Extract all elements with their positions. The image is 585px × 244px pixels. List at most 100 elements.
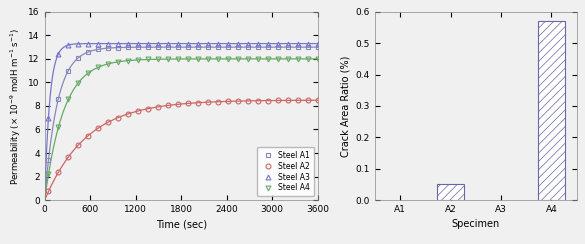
Steel A1 bbox=[224, 46, 231, 49]
Steel A4 bbox=[254, 57, 261, 60]
Steel A3 bbox=[254, 42, 261, 45]
Steel A4 bbox=[95, 66, 102, 69]
Steel A3 bbox=[184, 42, 191, 45]
Steel A2 bbox=[75, 143, 82, 146]
Steel A4 bbox=[194, 58, 201, 61]
Steel A1 bbox=[214, 46, 221, 49]
Steel A4 bbox=[204, 57, 211, 60]
Y-axis label: Crack Area Ratio (%): Crack Area Ratio (%) bbox=[340, 55, 350, 157]
Steel A2 bbox=[245, 99, 252, 102]
Steel A2 bbox=[235, 100, 242, 102]
Steel A4 bbox=[75, 81, 82, 84]
Steel A3 bbox=[65, 44, 72, 47]
Steel A4 bbox=[245, 57, 252, 60]
Steel A4 bbox=[65, 98, 72, 101]
Steel A2 bbox=[214, 100, 221, 103]
Steel A3 bbox=[194, 42, 201, 45]
Steel A2 bbox=[105, 121, 112, 124]
X-axis label: Specimen: Specimen bbox=[452, 220, 500, 230]
Steel A1 bbox=[274, 46, 281, 49]
Steel A3 bbox=[274, 42, 281, 45]
Steel A1 bbox=[105, 47, 112, 50]
Steel A2 bbox=[204, 101, 211, 104]
Steel A2 bbox=[164, 104, 171, 107]
Steel A1 bbox=[204, 46, 211, 49]
Steel A3 bbox=[115, 42, 122, 45]
Steel A2 bbox=[115, 116, 122, 119]
Steel A4 bbox=[284, 57, 291, 60]
Steel A1 bbox=[264, 46, 271, 49]
Steel A2 bbox=[264, 99, 271, 102]
Steel A3 bbox=[314, 42, 321, 45]
Steel A3 bbox=[95, 42, 102, 45]
Steel A3 bbox=[105, 42, 112, 45]
Steel A2 bbox=[294, 99, 301, 102]
Steel A4 bbox=[224, 57, 231, 60]
Steel A3 bbox=[235, 42, 242, 45]
Steel A4 bbox=[214, 57, 221, 60]
Steel A4 bbox=[235, 57, 242, 60]
Steel A3 bbox=[294, 42, 301, 45]
Y-axis label: Permeability ($\times$ 10$^{-9}$ molH m$^{-1}$ s$^{-1}$): Permeability ($\times$ 10$^{-9}$ molH m$… bbox=[8, 27, 23, 184]
Steel A3 bbox=[154, 42, 161, 45]
Steel A1 bbox=[245, 46, 252, 49]
Steel A3 bbox=[75, 42, 82, 45]
Steel A2 bbox=[65, 155, 72, 158]
Steel A1 bbox=[85, 51, 92, 53]
Steel A2 bbox=[144, 107, 152, 110]
Steel A1 bbox=[304, 46, 311, 49]
Steel A3 bbox=[85, 42, 92, 45]
Line: Steel A3: Steel A3 bbox=[46, 41, 320, 120]
Steel A1 bbox=[55, 97, 62, 100]
Steel A1 bbox=[194, 46, 201, 49]
Steel A4 bbox=[125, 59, 132, 62]
Legend: Steel A1, Steel A2, Steel A3, Steel A4: Steel A1, Steel A2, Steel A3, Steel A4 bbox=[257, 147, 314, 196]
Steel A1 bbox=[164, 46, 171, 49]
Line: Steel A1: Steel A1 bbox=[46, 45, 320, 163]
Steel A3 bbox=[214, 42, 221, 45]
Steel A3 bbox=[55, 52, 62, 55]
Steel A4 bbox=[314, 57, 321, 60]
Steel A1 bbox=[144, 46, 152, 49]
Steel A4 bbox=[135, 59, 142, 61]
Steel A4 bbox=[85, 71, 92, 74]
Steel A3 bbox=[174, 42, 181, 45]
Steel A4 bbox=[294, 57, 301, 60]
Steel A1 bbox=[254, 46, 261, 49]
Steel A1 bbox=[174, 46, 181, 49]
Steel A3 bbox=[45, 116, 52, 119]
Steel A1 bbox=[314, 46, 321, 49]
Steel A3 bbox=[245, 42, 252, 45]
Steel A4 bbox=[144, 58, 152, 61]
Steel A4 bbox=[55, 126, 62, 129]
Steel A2 bbox=[254, 99, 261, 102]
Steel A2 bbox=[184, 102, 191, 105]
Steel A4 bbox=[105, 62, 112, 65]
Steel A2 bbox=[314, 99, 321, 102]
Steel A2 bbox=[55, 171, 62, 174]
Steel A4 bbox=[174, 58, 181, 61]
Steel A4 bbox=[304, 57, 311, 60]
Steel A4 bbox=[184, 58, 191, 61]
Steel A4 bbox=[264, 57, 271, 60]
Steel A4 bbox=[274, 57, 281, 60]
Steel A3 bbox=[164, 42, 171, 45]
Steel A2 bbox=[194, 101, 201, 104]
Steel A4 bbox=[164, 58, 171, 61]
Steel A1 bbox=[75, 56, 82, 59]
Steel A2 bbox=[274, 99, 281, 102]
Steel A2 bbox=[135, 110, 142, 112]
Steel A4 bbox=[45, 173, 52, 176]
Steel A3 bbox=[224, 42, 231, 45]
Steel A3 bbox=[135, 42, 142, 45]
Line: Steel A2: Steel A2 bbox=[46, 98, 320, 194]
Steel A2 bbox=[304, 99, 311, 102]
Bar bbox=[538, 21, 565, 200]
Line: Steel A4: Steel A4 bbox=[46, 56, 320, 177]
Steel A3 bbox=[144, 42, 152, 45]
Steel A1 bbox=[95, 48, 102, 51]
Steel A1 bbox=[45, 159, 52, 162]
Steel A3 bbox=[125, 42, 132, 45]
Steel A1 bbox=[115, 46, 122, 49]
Steel A2 bbox=[154, 105, 161, 108]
